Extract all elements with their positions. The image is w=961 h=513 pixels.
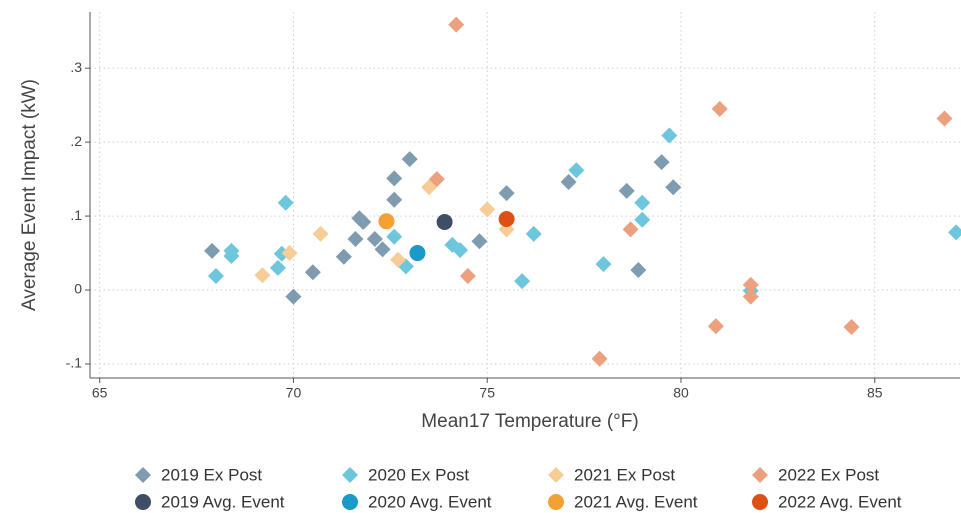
point [335, 248, 352, 265]
point [448, 16, 465, 33]
legend-label: 2020 Avg. Event [368, 492, 492, 511]
x-tick-label: 75 [479, 385, 495, 401]
point [514, 273, 531, 290]
legend-marker [135, 467, 151, 483]
point [498, 211, 515, 228]
legend-marker [752, 467, 768, 483]
point [498, 185, 515, 202]
y-tick-label: .2 [70, 133, 82, 149]
point [948, 224, 961, 241]
point [591, 350, 608, 367]
point [285, 288, 302, 305]
point [634, 211, 651, 228]
legend-label: 2020 Ex Post [368, 465, 469, 484]
point [386, 228, 403, 245]
point [742, 288, 759, 305]
point [378, 213, 395, 230]
point [428, 171, 445, 188]
point [386, 170, 403, 187]
legend-label: 2022 Avg. Event [778, 492, 902, 511]
point [661, 127, 678, 144]
point [304, 264, 321, 281]
point [409, 245, 426, 262]
legend-label: 2022 Ex Post [778, 465, 879, 484]
point [634, 194, 651, 211]
legend-marker [752, 494, 768, 510]
legend-marker [342, 467, 358, 483]
point [281, 245, 298, 262]
point [936, 110, 953, 127]
point [269, 259, 286, 276]
point [742, 276, 759, 293]
legend-marker [548, 494, 564, 510]
x-tick-label: 85 [867, 385, 883, 401]
legend-label: 2019 Ex Post [161, 465, 262, 484]
point [401, 151, 418, 168]
y-axis-title: Average Event Impact (kW) [19, 79, 40, 311]
legend-marker [135, 494, 151, 510]
point [452, 242, 469, 259]
x-tick-label: 65 [92, 385, 108, 401]
point [560, 174, 577, 191]
point [366, 230, 383, 247]
x-tick-label: 80 [673, 385, 689, 401]
y-tick-label: .3 [70, 59, 82, 75]
x-tick-label: 70 [286, 385, 302, 401]
point [386, 191, 403, 208]
y-tick-label: 0 [74, 281, 82, 297]
point [525, 225, 542, 242]
legend-label: 2021 Avg. Event [574, 492, 698, 511]
point [374, 241, 391, 258]
legend-label: 2019 Avg. Event [161, 492, 285, 511]
y-tick-label: .1 [70, 207, 82, 223]
point [622, 221, 639, 238]
point [390, 251, 407, 268]
y-tick-label: -.1 [66, 355, 83, 371]
point [471, 233, 488, 250]
point [277, 194, 294, 211]
point [653, 154, 670, 171]
point [355, 213, 372, 230]
point [479, 201, 496, 218]
point [711, 100, 728, 117]
point [436, 213, 453, 230]
point [347, 230, 364, 247]
legend-label: 2021 Ex Post [574, 465, 675, 484]
point [204, 242, 221, 259]
point [707, 318, 724, 335]
point [223, 248, 240, 264]
point [595, 256, 612, 273]
point [207, 267, 224, 284]
point [254, 267, 271, 284]
x-axis-title: Mean17 Temperature (°F) [421, 411, 638, 432]
point [459, 267, 476, 284]
point [312, 225, 329, 242]
point [630, 262, 647, 279]
legend-marker [548, 467, 564, 483]
point [843, 318, 860, 335]
point [568, 162, 585, 179]
legend-marker [342, 494, 358, 510]
point [618, 182, 635, 199]
point [665, 179, 682, 196]
